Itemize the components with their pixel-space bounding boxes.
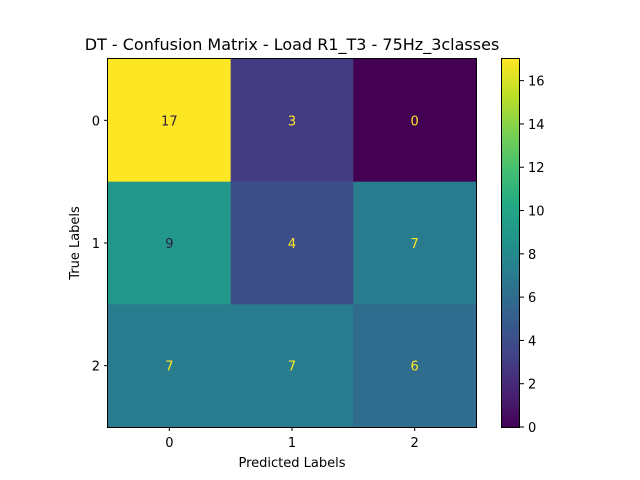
x-tick-label: 0 xyxy=(165,436,173,451)
cell-value-label: 0 xyxy=(411,114,419,129)
heatmap-cell xyxy=(230,304,354,428)
heatmap-cells xyxy=(108,59,477,428)
heatmap-cell-labels: 17 3 0 9 4 7 7 7 6 xyxy=(161,114,419,374)
colorbar xyxy=(501,58,520,428)
y-tick-label: 0 xyxy=(92,114,100,129)
y-axis-label: True Labels xyxy=(68,206,83,281)
heatmap-cell xyxy=(353,304,477,428)
heatmap-cell xyxy=(108,59,232,183)
cell-value-label: 17 xyxy=(161,114,178,129)
heatmap-cell xyxy=(353,181,477,305)
x-axis-ticks: 0 1 2 xyxy=(165,427,419,451)
colorbar-tick-label: 8 xyxy=(528,248,536,263)
colorbar-tick-label: 10 xyxy=(528,205,545,220)
cell-value-label: 9 xyxy=(165,237,173,252)
colorbar-tick-label: 0 xyxy=(528,421,536,436)
cell-value-label: 6 xyxy=(411,360,419,375)
colorbar-ticks: 0 2 4 6 8 10 12 14 16 xyxy=(520,75,545,436)
colorbar-tick-label: 2 xyxy=(528,378,536,393)
colorbar-tick-label: 12 xyxy=(528,161,545,176)
heatmap-cell xyxy=(108,181,232,305)
x-tick-label: 2 xyxy=(411,436,419,451)
cell-value-label: 7 xyxy=(411,237,419,252)
y-tick-label: 2 xyxy=(92,360,100,375)
heatmap-cell xyxy=(108,304,232,428)
heatmap-cell xyxy=(353,59,477,183)
colorbar-tick-label: 16 xyxy=(528,75,545,90)
cell-value-label: 4 xyxy=(288,237,296,252)
colorbar-tick-label: 4 xyxy=(528,334,536,349)
cell-value-label: 7 xyxy=(288,360,296,375)
colorbar-tick-label: 6 xyxy=(528,291,536,306)
x-tick-label: 1 xyxy=(288,436,296,451)
heatmap-cell xyxy=(230,59,354,183)
x-axis-label: Predicted Labels xyxy=(238,456,345,471)
colorbar-tick-label: 14 xyxy=(528,118,545,133)
y-axis-ticks: 0 1 2 xyxy=(92,114,108,375)
y-tick-label: 1 xyxy=(92,237,100,252)
chart-title: DT - Confusion Matrix - Load R1_T3 - 75H… xyxy=(85,35,500,55)
heatmap-cell xyxy=(230,181,354,305)
cell-value-label: 7 xyxy=(165,360,173,375)
cell-value-label: 3 xyxy=(288,114,296,129)
